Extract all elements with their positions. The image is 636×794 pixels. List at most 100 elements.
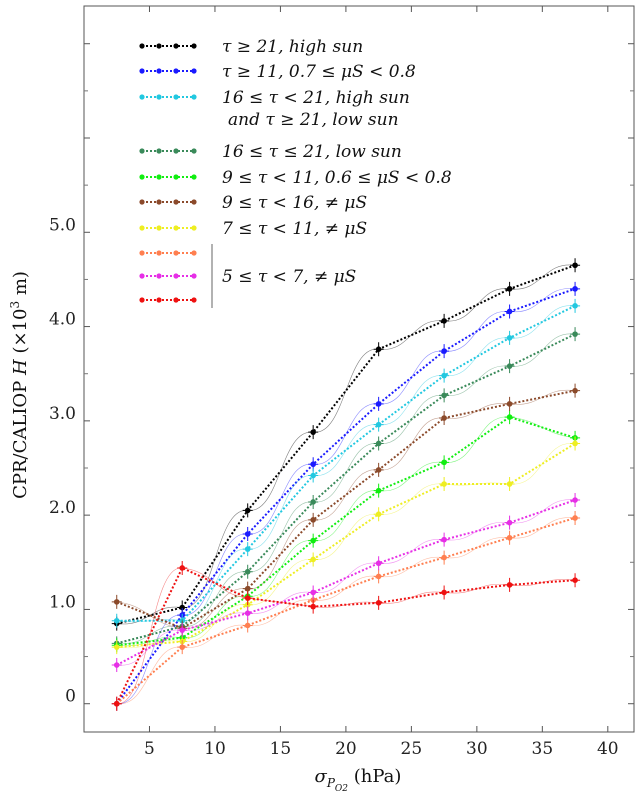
series-line <box>116 389 576 630</box>
legend-marker <box>173 94 179 100</box>
x-tick-label: 35 <box>532 739 554 759</box>
x-tick-label: 30 <box>466 739 488 759</box>
error-marker <box>242 591 253 606</box>
fit-curve <box>116 333 576 645</box>
legend-marker <box>191 174 197 180</box>
error-marker <box>504 515 515 530</box>
error-marker <box>177 640 188 655</box>
legend-marker <box>173 174 179 180</box>
legend-marker <box>139 94 145 100</box>
error-marker <box>439 550 450 565</box>
legend-marker <box>156 225 162 231</box>
error-marker <box>439 313 450 328</box>
legend-marker <box>156 250 162 256</box>
error-marker <box>439 532 450 547</box>
error-marker <box>570 510 581 525</box>
legend-marker <box>156 148 162 154</box>
legend-marker <box>156 43 162 49</box>
error-marker <box>308 512 319 527</box>
error-marker <box>504 359 515 374</box>
legend-marker <box>156 94 162 100</box>
fit-curve <box>116 305 576 623</box>
legend-marker <box>156 174 162 180</box>
error-marker <box>570 493 581 508</box>
legend-marker <box>139 43 145 49</box>
error-marker <box>373 436 384 451</box>
legend-label: τ ≥ 21, high sun <box>222 37 363 57</box>
series-line <box>116 264 576 625</box>
legend-label: 7 ≤ τ < 11, ≠ μS <box>222 219 367 239</box>
legend-marker <box>139 174 145 180</box>
series-layer <box>111 258 581 711</box>
legend-marker <box>191 273 197 279</box>
legend-marker <box>191 250 197 256</box>
error-marker <box>242 564 253 579</box>
legend-marker <box>191 94 197 100</box>
error-marker <box>373 507 384 522</box>
legend-marker <box>139 297 145 303</box>
error-marker <box>242 606 253 621</box>
fit-curve <box>116 517 576 705</box>
error-marker <box>373 417 384 432</box>
series-2 <box>111 298 581 628</box>
error-marker <box>439 368 450 383</box>
series-line <box>116 415 576 647</box>
legend-marker <box>173 297 179 303</box>
error-marker <box>570 573 581 588</box>
y-tick-label: 2.0 <box>49 498 76 518</box>
legend-marker <box>156 199 162 205</box>
error-marker <box>373 342 384 357</box>
error-marker <box>111 613 122 628</box>
error-marker <box>439 477 450 492</box>
legend-marker <box>139 273 145 279</box>
fit-curve <box>116 264 576 625</box>
legend-label: 5 ≤ τ < 7, ≠ μS <box>222 267 356 287</box>
legend-label: τ ≥ 11, 0.7 ≤ μS < 0.8 <box>222 62 416 82</box>
series-3 <box>111 327 581 651</box>
error-marker <box>373 483 384 498</box>
series-line <box>116 333 576 645</box>
error-marker <box>570 258 581 273</box>
y-axis-title: CPR/CALIOP H (×103 m) <box>8 271 31 499</box>
legend-marker <box>139 148 145 154</box>
legend-marker <box>173 250 179 256</box>
x-axis-title: σPO2 (hPa) <box>315 766 402 794</box>
series-line <box>116 517 576 705</box>
legend-label: 16 ≤ τ ≤ 21, low sun <box>222 142 402 162</box>
error-marker <box>111 640 122 655</box>
error-marker <box>373 396 384 411</box>
series-0 <box>111 258 581 631</box>
legend-entry: 5 ≤ τ < 7, ≠ μS <box>139 267 356 287</box>
legend-entry: τ ≥ 21, high sun <box>139 37 363 57</box>
error-marker <box>177 623 188 638</box>
error-marker <box>570 436 581 451</box>
legend-marker <box>156 297 162 303</box>
error-marker <box>439 411 450 426</box>
legend-marker <box>173 68 179 74</box>
error-marker <box>308 585 319 600</box>
error-marker <box>177 560 188 575</box>
error-marker <box>504 304 515 319</box>
legend-entry: 9 ≤ τ < 11, 0.6 ≤ μS < 0.8 <box>139 168 452 188</box>
error-marker <box>570 383 581 398</box>
legend-marker <box>139 250 145 256</box>
error-marker <box>111 696 122 711</box>
error-marker <box>308 468 319 483</box>
legend-marker <box>191 199 197 205</box>
error-marker <box>373 556 384 571</box>
error-marker <box>504 410 515 425</box>
error-marker <box>504 396 515 411</box>
error-marker <box>439 455 450 470</box>
series-9 <box>111 560 581 711</box>
x-tick-label: 5 <box>144 739 155 759</box>
legend-marker <box>139 68 145 74</box>
error-marker <box>308 425 319 440</box>
y-tick-label: 0 <box>65 687 76 707</box>
y-tick-label: 5.0 <box>49 215 76 235</box>
fit-curve <box>116 567 576 705</box>
legend-marker <box>139 225 145 231</box>
error-marker <box>242 503 253 518</box>
x-tick-label: 40 <box>597 739 619 759</box>
error-marker <box>504 281 515 296</box>
